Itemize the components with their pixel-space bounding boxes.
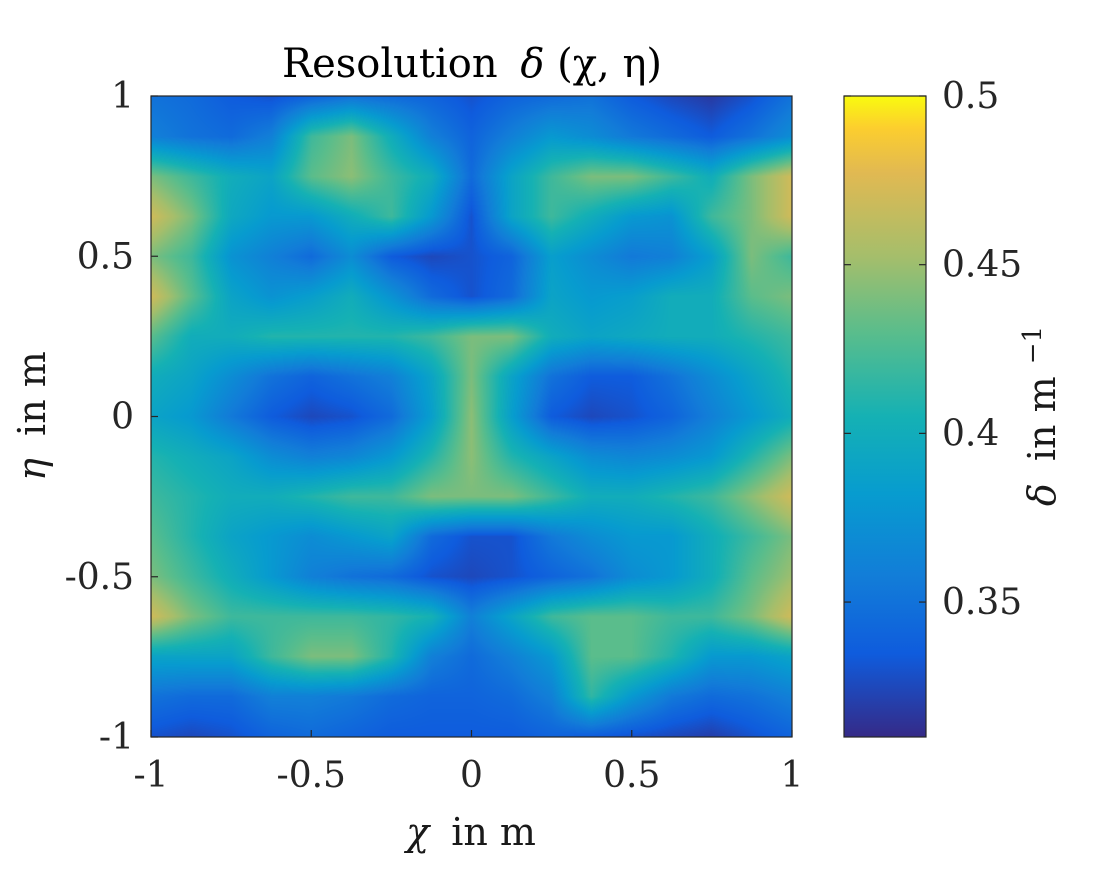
chart-title-args: (χ, η) [557,41,662,87]
colorbar-tick-label: 0.5 [942,76,999,117]
colorbar: 0.35 0.4 0.45 0.5 δ in m −1 [843,76,1064,738]
heatmap-foreign [151,96,792,737]
x-tick-label: -0.5 [277,755,346,796]
colorbar-frame [843,95,927,738]
x-axis: -1 -0.5 0 0.5 1 [133,730,803,796]
colorbar-label-exponent: −1 [1018,326,1048,364]
x-axis-label: χ in m [403,810,536,854]
y-tick-label: -0.5 [65,557,134,598]
colorbar-label: δ in m −1 [1018,326,1064,506]
y-tick-label: -1 [99,717,134,758]
colorbar-tick-label: 0.4 [942,413,999,454]
chart-title-text: Resolution [282,41,498,87]
y-axis-label-text: in m [10,351,54,436]
colorbar-gradient [844,96,926,737]
chart-title: Resolution δ (χ, η) [282,41,662,87]
heatmap-surface [151,96,792,737]
colorbar-ticks: 0.35 0.4 0.45 0.5 [844,76,1022,623]
x-tick-label: -1 [133,755,168,796]
y-axis: -1 -0.5 0 0.5 1 [65,76,158,758]
chart-title-symbol: δ [520,41,544,87]
x-tick-label: 0.5 [603,755,660,796]
x-tick-label: 0 [460,755,483,796]
x-tick-label: 1 [781,755,804,796]
colorbar-tick-label: 0.35 [942,582,1022,623]
colorbar-label-text: in m [1020,376,1064,461]
x-axis-label-symbol: χ [403,810,431,854]
colorbar-tick-label: 0.45 [942,245,1022,286]
y-axis-label: η in m [10,351,54,481]
colorbar-label-symbol: δ [1020,483,1064,506]
y-axis-label-symbol: η [10,458,54,481]
x-axis-label-text: in m [451,810,536,854]
y-tick-label: 1 [111,76,134,117]
y-tick-label: 0.5 [77,236,134,277]
y-tick-label: 0 [111,397,134,438]
heatmap-plot-area [150,95,793,738]
